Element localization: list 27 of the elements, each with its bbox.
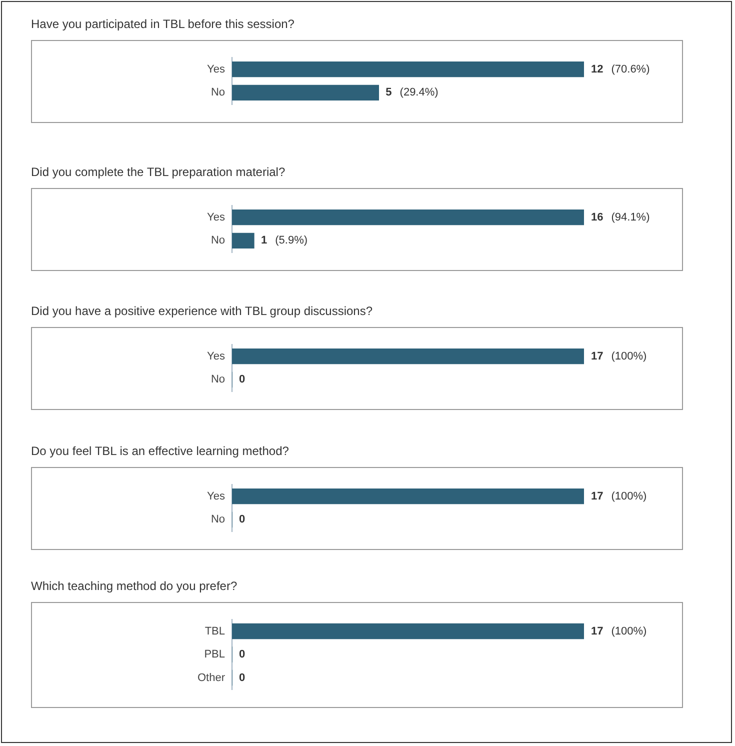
data-label: 17 (100%): [591, 490, 647, 503]
y-tick-label: Other: [197, 672, 226, 684]
data-label: 0: [239, 648, 246, 661]
chart-title: Do you feel TBL is an effective learning method?: [31, 444, 290, 460]
y-tick-label: No: [210, 235, 225, 248]
y-tick-label: Yes: [207, 64, 226, 76]
y-tick-label: Yes: [207, 350, 226, 363]
data-label: 0: [239, 514, 246, 526]
data-label: 0: [239, 672, 246, 684]
y-tick-label: TBL: [204, 626, 225, 638]
y-tick-label: Yes: [207, 490, 226, 503]
data-label: 16 (94.1%): [591, 212, 650, 224]
data-label: 17 (100%): [591, 350, 647, 363]
data-label: 1 (5.9%): [261, 235, 308, 248]
data-label: 17 (100%): [591, 626, 647, 638]
y-tick-label: No: [210, 87, 225, 100]
text: Which teaching method do you prefer?: [31, 579, 238, 595]
y-tick-label: No: [210, 374, 225, 386]
y-tick-label: Yes: [207, 212, 226, 224]
chart-title: Did you have a positive experience with TBL group discussions?: [31, 304, 374, 320]
y-tick-label: PBL: [204, 648, 225, 661]
data-label: 5 (29.4%): [386, 87, 438, 100]
data-label: 0: [239, 374, 246, 386]
chart-title: Have you participated in TBL before this session?: [31, 17, 296, 33]
chart-title: Did you complete the TBL preparation material?: [31, 165, 286, 181]
y-tick-label: No: [210, 514, 225, 526]
data-label: 12 (70.6%): [591, 64, 650, 76]
